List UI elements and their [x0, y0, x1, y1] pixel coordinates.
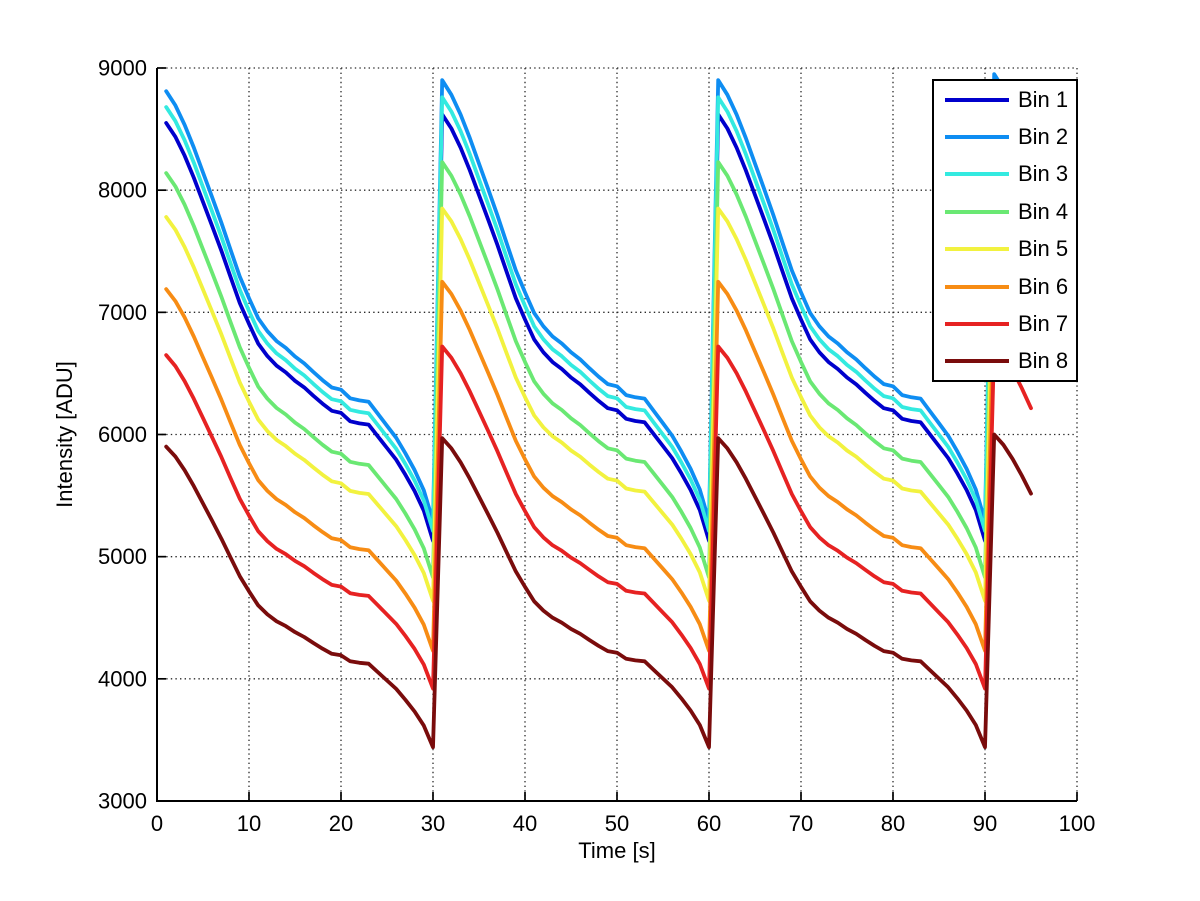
legend-item-bin-1: Bin 1	[934, 82, 1076, 118]
x-tick-label: 50	[605, 811, 629, 836]
legend-item-label: Bin 8	[1018, 348, 1069, 374]
x-tick-label: 10	[237, 811, 261, 836]
series-line-bin-7	[164, 340, 1033, 691]
x-tick-label: 70	[789, 811, 813, 836]
legend-line-sample	[945, 247, 1009, 252]
x-tick-label: 20	[329, 811, 353, 836]
y-tick-label: 4000	[98, 666, 147, 691]
legend-line-sample	[945, 135, 1009, 140]
x-axis-label: Time [s]	[578, 838, 655, 863]
y-axis-label: Intensity [ADU]	[52, 361, 77, 508]
legend-item-bin-3: Bin 3	[934, 156, 1076, 192]
series-line-bin-1	[164, 107, 1033, 543]
legend-item-label: Bin 2	[1018, 124, 1069, 150]
legend-item-label: Bin 4	[1018, 198, 1069, 224]
tick-marks	[156, 67, 1078, 802]
series-line-bin-6	[164, 276, 1033, 653]
x-tick-label: 60	[697, 811, 721, 836]
legend-item-bin-2: Bin 2	[934, 119, 1076, 155]
series-line-bin-8	[164, 432, 1033, 750]
legend-item-bin-8: Bin 8	[934, 343, 1076, 379]
y-tick-label: 7000	[98, 300, 147, 325]
legend: Bin 1 Bin 2 Bin 3 Bin 4 Bin 5 Bin 6 Bin 7 Bin 8	[932, 79, 1078, 382]
series-line-bin-5	[164, 202, 1033, 603]
tick-labels: 0 10 20 30 40 50 60 70 80 90 100 3000 4000 5000 6000 70…	[98, 56, 1095, 837]
legend-item-bin-7: Bin 7	[934, 306, 1076, 342]
series-line-bin-3	[164, 90, 1033, 533]
legend-line-sample	[945, 209, 1009, 214]
legend-line-sample	[945, 284, 1009, 289]
legend-item-label: Bin 1	[1018, 86, 1069, 112]
y-tick-label: 3000	[98, 789, 147, 814]
x-tick-label: 0	[151, 811, 163, 836]
y-tick-label: 8000	[98, 178, 147, 203]
x-tick-label: 40	[513, 811, 537, 836]
legend-item-bin-6: Bin 6	[934, 269, 1076, 305]
series-lines	[164, 72, 1033, 750]
legend-item-label: Bin 5	[1018, 236, 1069, 262]
y-tick-label: 9000	[98, 56, 147, 81]
legend-item-label: Bin 3	[1018, 161, 1069, 187]
legend-line-sample	[945, 97, 1009, 102]
legend-item-bin-5: Bin 5	[934, 231, 1076, 267]
x-tick-label: 100	[1059, 811, 1096, 836]
x-tick-label: 30	[421, 811, 445, 836]
legend-item-label: Bin 7	[1018, 310, 1069, 336]
legend-line-sample	[945, 172, 1009, 177]
legend-line-sample	[945, 359, 1009, 364]
series-line-bin-2	[164, 72, 1033, 524]
legend-line-sample	[945, 321, 1009, 326]
x-tick-label: 80	[881, 811, 905, 836]
legend-item-label: Bin 6	[1018, 273, 1069, 299]
y-tick-label: 5000	[98, 544, 147, 569]
legend-item-bin-4: Bin 4	[934, 194, 1076, 230]
series-line-bin-4	[164, 156, 1033, 580]
gridlines	[157, 67, 1078, 801]
y-tick-label: 6000	[98, 422, 147, 447]
x-tick-label: 90	[973, 811, 997, 836]
